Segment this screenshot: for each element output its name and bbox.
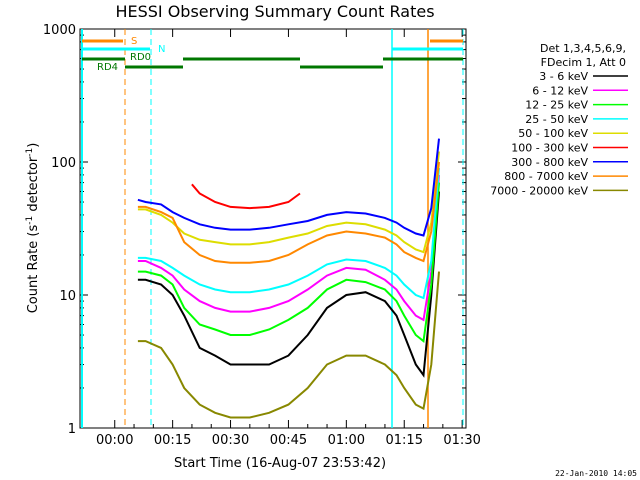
saa-flag-label: S <box>131 36 137 47</box>
y-axis-label-sup-1: -1 <box>25 216 35 225</box>
x-tick-label-5: 01:15 <box>386 433 423 448</box>
y-tick-label-3: 1000 <box>43 23 76 38</box>
y-axis-label-sup-2: -1 <box>25 148 35 157</box>
x-tick-label-0: 00:00 <box>96 433 133 448</box>
legend-label-5: 100 - 300 keV <box>511 142 588 155</box>
series-line-3 <box>137 168 440 300</box>
legend-label-8: 7000 - 20000 keV <box>490 184 588 197</box>
series-line-8 <box>137 271 440 419</box>
legend-header-1: Det 1,3,4,5,6,9, <box>540 42 626 55</box>
plot-frame <box>79 28 467 429</box>
legend-label-7: 800 - 7000 keV <box>504 170 588 183</box>
y-axis-label-mid: detector <box>26 156 41 216</box>
timestamp: 22-Jan-2010 14:05 <box>555 469 637 478</box>
legend-header-2: FDecim 1, Att 0 <box>541 56 626 69</box>
legend-label-2: 12 - 25 keV <box>525 99 588 112</box>
legend-label-0: 3 - 6 keV <box>539 70 588 83</box>
night-flag-label: N <box>158 44 165 55</box>
series-line-6 <box>137 138 440 237</box>
y-axis-label-end: ) <box>26 143 41 148</box>
y-tick-label-1: 10 <box>59 289 76 304</box>
y-axis-label-main: Count Rate (s <box>26 225 41 314</box>
legend-label-3: 25 - 50 keV <box>525 113 588 126</box>
series-line-7 <box>137 161 440 264</box>
legend: Det 1,3,4,5,6,9,FDecim 1, Att 03 - 6 keV… <box>490 42 628 197</box>
y-tick-label-2: 100 <box>51 156 76 171</box>
legend-label-6: 300 - 800 keV <box>511 156 588 169</box>
series-line-0 <box>137 191 440 378</box>
series-lines <box>137 138 440 419</box>
legend-label-4: 50 - 100 keV <box>518 127 588 140</box>
y-axis-label: Count Rate (s-1 detector-1) <box>25 143 41 314</box>
chart-title: HESSI Observing Summary Count Rates <box>115 2 434 21</box>
series-line-5 <box>191 183 301 210</box>
legend-label-1: 6 - 12 keV <box>532 84 588 97</box>
rd0-flag-label: RD0 <box>130 52 151 63</box>
instrument-flags: S N RD0 RD4 <box>81 29 464 428</box>
y-tick-label-0: 1 <box>68 422 76 437</box>
x-axis-label: Start Time (16-Aug-07 23:53:42) <box>174 456 386 471</box>
series-line-1 <box>137 174 440 322</box>
x-tick-label-4: 01:00 <box>328 433 365 448</box>
x-tick-label-1: 00:15 <box>154 433 191 448</box>
x-tick-label-3: 00:45 <box>270 433 307 448</box>
x-tick-label-6: 01:30 <box>443 433 480 448</box>
series-line-2 <box>137 182 440 343</box>
rd4-flag-label: RD4 <box>97 62 118 73</box>
x-tick-label-2: 00:30 <box>212 433 249 448</box>
x-axis-ticks: 00:00 00:15 00:30 00:45 01:00 01:15 01:30 <box>96 29 481 448</box>
